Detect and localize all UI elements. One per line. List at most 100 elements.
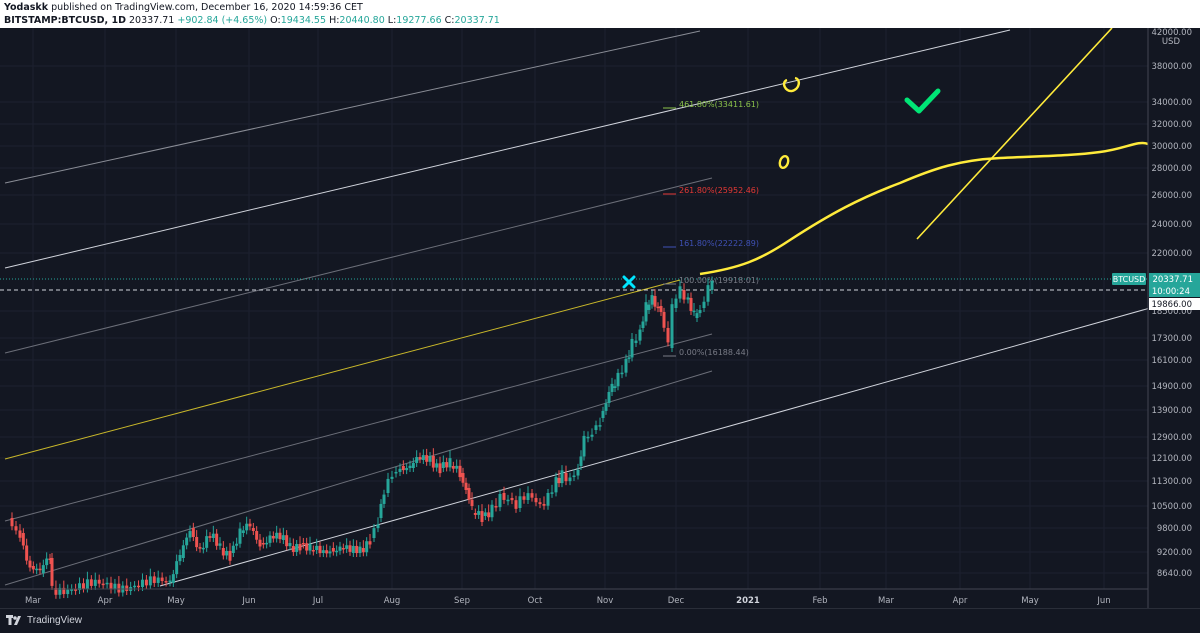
candle-body bbox=[211, 533, 215, 538]
projection-curve[interactable] bbox=[699, 141, 1149, 276]
candle-body bbox=[702, 301, 706, 308]
chart-canvas[interactable]: 461.80%(33411.61) 261.80%(25952.46) 161.80… bbox=[0, 27, 1200, 610]
candle-body bbox=[386, 478, 390, 493]
candle-body bbox=[620, 372, 624, 375]
candle-body bbox=[411, 462, 415, 468]
price-change: +902.84 (+4.65%) bbox=[177, 15, 268, 26]
countdown-tag: 10:00:24 bbox=[1152, 287, 1190, 297]
candle-body bbox=[534, 498, 538, 503]
candle-body bbox=[238, 528, 242, 544]
candle-body bbox=[225, 550, 229, 556]
cross-icon bbox=[622, 275, 636, 289]
candle-body bbox=[25, 545, 29, 561]
candle-body bbox=[93, 579, 97, 586]
candle-body bbox=[54, 588, 58, 595]
candle-body bbox=[275, 532, 279, 539]
symbol-label[interactable]: BITSTAMP:BTCUSD, 1D bbox=[4, 15, 126, 26]
candle-body bbox=[221, 548, 225, 556]
candle-body bbox=[568, 477, 572, 482]
price-axis[interactable]: 42000.00 USD 38000.00 34000.00 32000.00 300… bbox=[1147, 28, 1200, 610]
candle-body bbox=[682, 290, 686, 300]
candle-body bbox=[181, 545, 185, 558]
candle-body bbox=[164, 581, 168, 583]
candle-body bbox=[461, 473, 465, 483]
candle-body bbox=[295, 543, 299, 552]
candle-body bbox=[480, 511, 484, 522]
fib-level-label: 261.80%(25952.46) bbox=[679, 186, 759, 195]
candle-body bbox=[62, 587, 66, 595]
high-label: H: bbox=[329, 15, 340, 26]
candle-body bbox=[133, 585, 137, 588]
candle-body bbox=[125, 585, 129, 591]
candle-body bbox=[641, 321, 645, 328]
candle-body bbox=[598, 425, 602, 427]
candle-body bbox=[526, 493, 530, 500]
month-tick-label: Oct bbox=[528, 596, 543, 606]
candle-body bbox=[613, 386, 617, 388]
time-axis[interactable]: Mar Apr May Jun Jul Aug Sep Oct Nov Dec 2021 Feb Mar… bbox=[0, 588, 1148, 606]
price-tick-label: 34000.00 bbox=[1151, 98, 1192, 108]
month-tick-label: May bbox=[167, 596, 185, 606]
price-tick-label: 24000.00 bbox=[1151, 220, 1192, 230]
candle-body bbox=[467, 488, 471, 500]
candle-body bbox=[231, 545, 235, 553]
candle-body bbox=[298, 543, 302, 551]
last-price: 20337.71 bbox=[125, 15, 175, 26]
candle-body bbox=[178, 555, 182, 562]
price-tick-label: 22000.00 bbox=[1151, 249, 1192, 259]
open-value: 19434.55 bbox=[280, 15, 327, 26]
candle-body bbox=[666, 328, 670, 343]
candle-body bbox=[554, 477, 558, 493]
candle-body bbox=[624, 358, 628, 373]
candle-body bbox=[58, 587, 62, 595]
candle-body bbox=[659, 306, 663, 312]
open-label: O: bbox=[270, 15, 281, 26]
candle-body bbox=[355, 545, 359, 554]
close-label: C: bbox=[444, 15, 455, 26]
candle-body bbox=[140, 579, 144, 587]
annotations[interactable] bbox=[622, 27, 1149, 289]
fib-extension[interactable]: 461.80%(33411.61) 261.80%(25952.46) 161.80… bbox=[663, 100, 759, 357]
author-name[interactable]: Yodaskk bbox=[4, 2, 49, 13]
candle-body bbox=[137, 585, 141, 588]
candle-body bbox=[607, 391, 611, 403]
candle-body bbox=[408, 465, 412, 469]
zero-mark-lower bbox=[778, 154, 790, 170]
candle-body bbox=[41, 565, 45, 573]
candle-body bbox=[445, 462, 449, 468]
candle-body bbox=[35, 568, 39, 571]
candle-body bbox=[616, 372, 620, 387]
candle-body bbox=[674, 298, 678, 308]
currency-label: USD bbox=[1162, 37, 1181, 47]
candle-body bbox=[586, 436, 590, 439]
candle-body bbox=[464, 482, 468, 490]
month-tick-label: Sep bbox=[454, 596, 470, 606]
candle-body bbox=[365, 541, 369, 553]
candle-body bbox=[647, 304, 651, 310]
tradingview-logo[interactable]: TradingView bbox=[6, 615, 82, 626]
candle-body bbox=[358, 546, 362, 554]
candle-body bbox=[458, 465, 462, 478]
candle-body bbox=[522, 496, 526, 500]
candle-body bbox=[18, 530, 22, 538]
candle-body bbox=[10, 518, 14, 527]
tradingview-logo-text: TradingView bbox=[27, 615, 83, 626]
candle-body bbox=[662, 311, 666, 328]
candle-body bbox=[670, 304, 674, 348]
candle-body bbox=[689, 298, 693, 311]
candle-body bbox=[198, 547, 202, 549]
chart-area[interactable]: 461.80%(33411.61) 261.80%(25952.46) 161.80… bbox=[0, 27, 1200, 610]
candle-body bbox=[341, 548, 345, 550]
candle-body bbox=[550, 492, 554, 494]
fib-level-label: 0.00%(16188.44) bbox=[679, 348, 749, 357]
candle-body bbox=[109, 582, 113, 590]
ohlc-legend: BITSTAMP:BTCUSD, 1D 20337.71 +902.84 (+4… bbox=[4, 15, 500, 27]
candle-body bbox=[604, 403, 608, 411]
candle-body bbox=[328, 551, 332, 554]
candle-body bbox=[435, 463, 439, 468]
candle-body bbox=[601, 410, 605, 418]
candle-body bbox=[171, 574, 175, 583]
price-tick-label: 12100.00 bbox=[1151, 454, 1192, 464]
close-value: 20337.71 bbox=[454, 15, 500, 26]
trend-line[interactable] bbox=[916, 27, 1113, 240]
